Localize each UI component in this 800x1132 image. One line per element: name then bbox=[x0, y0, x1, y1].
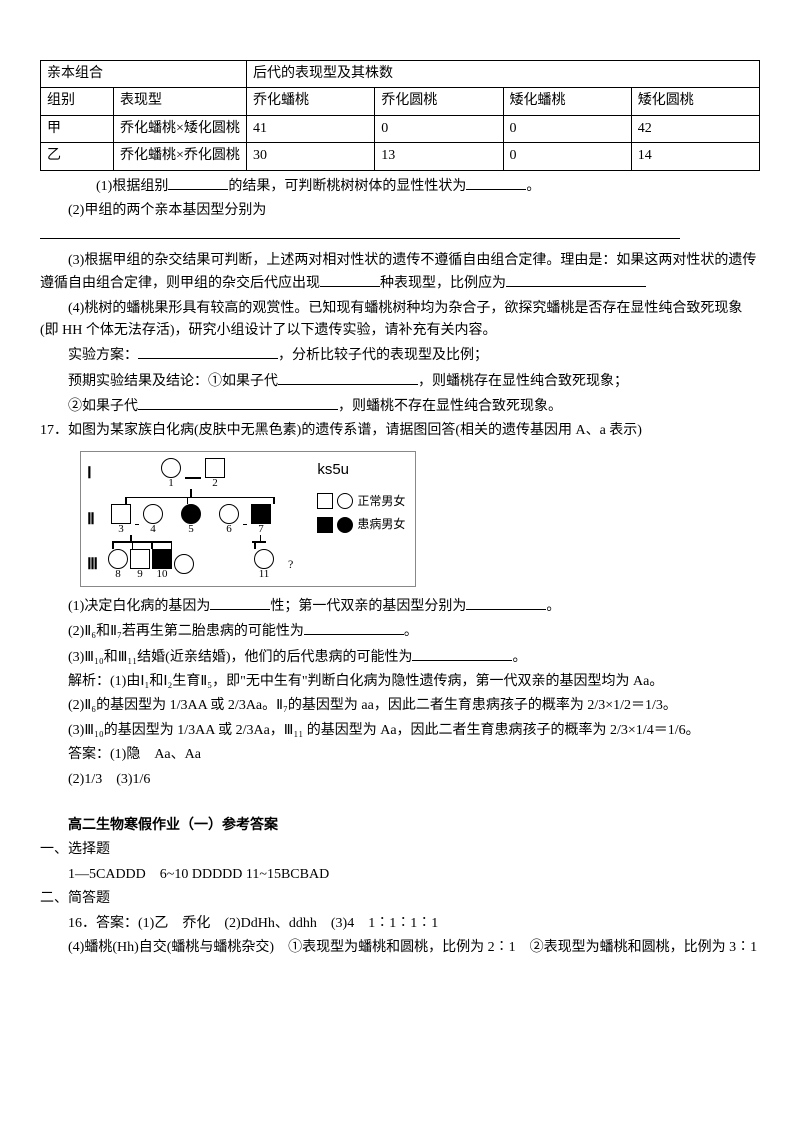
r2c3: 41 bbox=[247, 115, 375, 142]
answers-a16b: (4)蟠桃(Hh)自交(蟠桃与蟠桃杂交) ①表现型为蟠桃和圆桃，比例为 2∶1 … bbox=[40, 937, 760, 959]
answers-h1: 一、选择题 bbox=[40, 839, 760, 861]
data-table: 亲本组合 后代的表现型及其株数 组别 表现型 乔化蟠桃 乔化圆桃 矮化蟠桃 矮化… bbox=[40, 60, 760, 171]
th-offspring: 后代的表现型及其株数 bbox=[247, 61, 760, 88]
legend-normal: 正常男女 bbox=[317, 492, 405, 511]
q16-2: (2)甲组的两个亲本基因型分别为 bbox=[40, 200, 760, 222]
q17-ans3: (3)Ⅲ₁₀的基因型为 1/3AA 或 2/3Aa，Ⅲ₁₁ 的基因型为 Aa，因… bbox=[40, 720, 760, 742]
q16-6: 预期实验结果及结论：①如果子代，则蟠桃存在显性纯合致死现象； bbox=[40, 370, 760, 393]
r2c2: 乔化蟠桃×矮化圆桃 bbox=[114, 115, 247, 142]
th-parent: 亲本组合 bbox=[41, 61, 247, 88]
r2c4: 0 bbox=[375, 115, 503, 142]
watermark: ks5u bbox=[317, 458, 405, 482]
r2c5: 0 bbox=[503, 115, 631, 142]
q17-ans1: 解析：(1)由Ⅰ₁和Ⅰ₂生育Ⅱ₅，即"无中生有"判断白化病为隐性遗传病，第一代双… bbox=[40, 671, 760, 693]
q17-ans2: (2)Ⅱ₆的基因型为 1/3AA 或 2/3Aa。Ⅱ₇的基因型为 aa，因此二者… bbox=[40, 695, 760, 717]
r3c6: 14 bbox=[631, 143, 759, 170]
r1c2: 表现型 bbox=[114, 88, 247, 115]
q17-1: (1)决定白化病的基因为性；第一代双亲的基因型分别为。 bbox=[40, 595, 760, 618]
r2c1: 甲 bbox=[41, 115, 114, 142]
q17-2: (2)Ⅱ₆和Ⅱ₇若再生第二胎患病的可能性为。 bbox=[40, 620, 760, 643]
q16-7: ②如果子代，则蟠桃不存在显性纯合致死现象。 bbox=[40, 395, 760, 418]
r1c6: 矮化圆桃 bbox=[631, 88, 759, 115]
r1c1: 组别 bbox=[41, 88, 114, 115]
r3c3: 30 bbox=[247, 143, 375, 170]
q16-3: (3)根据甲组的杂交结果可判断，上述两对相对性状的遗传不遵循自由组合定律。理由是… bbox=[40, 250, 760, 296]
r3c1: 乙 bbox=[41, 143, 114, 170]
r1c3: 乔化蟠桃 bbox=[247, 88, 375, 115]
answers-h2: 二、简答题 bbox=[40, 888, 760, 910]
r3c5: 0 bbox=[503, 143, 631, 170]
r2c6: 42 bbox=[631, 115, 759, 142]
pedigree-figure: Ⅰ 1 2 Ⅱ 3 4 5 6 bbox=[80, 451, 416, 587]
r3c2: 乔化蟠桃×乔化圆桃 bbox=[114, 143, 247, 170]
q17-ans4: 答案：(1)隐 Aa、Aa bbox=[40, 744, 760, 766]
r3c4: 13 bbox=[375, 143, 503, 170]
q17-intro: 17．如图为某家族白化病(皮肤中无黑色素)的遗传系谱，请据图回答(相关的遗传基因… bbox=[40, 420, 760, 442]
legend-affected: 患病男女 bbox=[317, 515, 405, 534]
q16-4: (4)桃树的蟠桃果形具有较高的观赏性。已知现有蟠桃树种均为杂合子，欲探究蟠桃是否… bbox=[40, 298, 760, 343]
q17-3: (3)Ⅲ₁₀和Ⅲ₁₁结婚(近亲结婚)，他们的后代患病的可能性为。 bbox=[40, 646, 760, 669]
answers-a16: 16．答案：(1)乙 乔化 (2)DdHh、ddhh (3)4 1∶1∶1∶1 bbox=[40, 913, 760, 935]
answers-a1: 1—5CADDD 6~10 DDDDD 11~15BCBAD bbox=[40, 864, 760, 886]
q17-ans5: (2)1/3 (3)1/6 bbox=[40, 769, 760, 791]
answers-title: 高二生物寒假作业（一）参考答案 bbox=[40, 815, 760, 837]
r1c5: 矮化蟠桃 bbox=[503, 88, 631, 115]
q16-5: 实验方案：，分析比较子代的表现型及比例； bbox=[40, 344, 760, 367]
q16-1: (1)根据组别的结果，可判断桃树树体的显性性状为。 bbox=[40, 175, 760, 198]
r1c4: 乔化圆桃 bbox=[375, 88, 503, 115]
